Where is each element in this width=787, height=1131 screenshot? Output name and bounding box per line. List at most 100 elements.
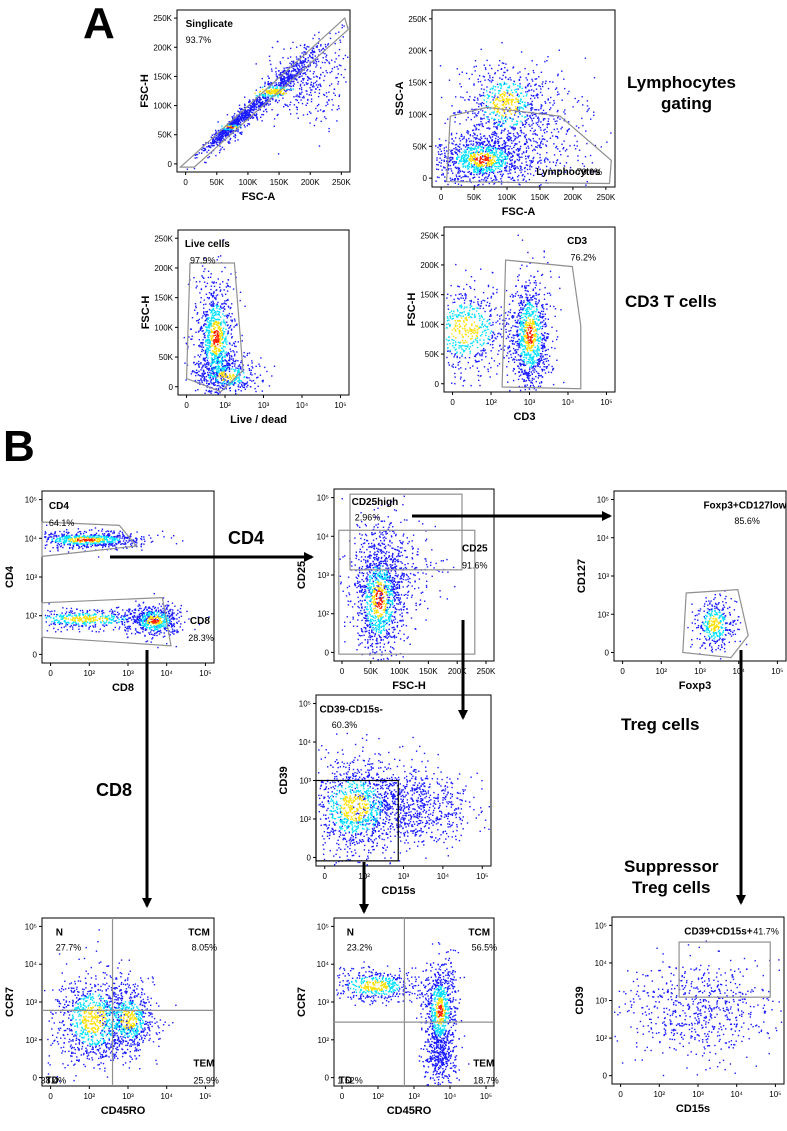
event-dot [251, 108, 253, 111]
event-dot [237, 380, 239, 382]
event-dot [217, 382, 219, 384]
event-dot [473, 148, 476, 151]
event-dot [475, 166, 478, 168]
event-dot [223, 129, 226, 131]
event-dot [261, 103, 263, 105]
event-dot [320, 49, 323, 51]
y-axis-label: FSC-H [139, 74, 151, 108]
event-dot [521, 124, 524, 126]
event-dot [486, 94, 489, 96]
event-dot [469, 180, 471, 182]
event-dot [546, 140, 548, 142]
event-dot [315, 84, 318, 86]
event-dot [235, 126, 237, 128]
event-dot [224, 324, 227, 326]
event-dot [485, 162, 487, 165]
event-dot [225, 286, 228, 288]
event-dot [238, 376, 240, 378]
event-dot [225, 388, 227, 390]
event-dot [529, 114, 531, 117]
event-dot [544, 161, 546, 163]
event-dot [222, 135, 225, 137]
event-dot [487, 154, 490, 156]
event-dot [289, 75, 291, 78]
event-dot [203, 380, 206, 382]
event-dot [267, 92, 269, 94]
event-dot [556, 120, 558, 122]
event-dot [455, 337, 457, 339]
event-dot [473, 108, 475, 111]
event-dot [319, 50, 321, 53]
event-dot [252, 116, 255, 119]
event-dot [201, 380, 203, 382]
event-dot [256, 95, 258, 97]
event-dot [503, 145, 506, 147]
event-dot [503, 130, 505, 132]
event-dot [588, 107, 590, 110]
event-dot [553, 118, 555, 120]
event-dot [216, 144, 219, 146]
event-dot [283, 84, 285, 86]
event-dot [234, 363, 236, 365]
event-dot [484, 153, 487, 156]
event-dot [454, 178, 456, 180]
event-dot [201, 348, 203, 351]
event-dot [215, 131, 218, 133]
event-dot [500, 137, 503, 139]
event-dot [219, 360, 221, 362]
event-dot [217, 305, 220, 307]
event-dot [508, 153, 511, 155]
event-dot [219, 356, 221, 358]
event-dot [207, 357, 209, 359]
event-dot [307, 98, 309, 101]
event-dot [488, 150, 490, 152]
event-dot [277, 93, 279, 96]
event-dot [500, 160, 503, 162]
event-dot [486, 157, 488, 159]
event-dot [485, 179, 488, 182]
event-dot [219, 381, 221, 384]
x-axis-label: Live / dead [230, 414, 287, 426]
event-dot [232, 117, 234, 119]
gate-outline [178, 17, 349, 168]
event-dot [478, 144, 480, 146]
event-dot [320, 120, 322, 123]
event-dot [503, 142, 505, 145]
event-dot [532, 133, 534, 135]
event-dot [304, 61, 306, 63]
event-dot [267, 104, 270, 106]
event-dot [498, 120, 500, 123]
event-dot [525, 106, 527, 108]
event-dot [202, 357, 205, 359]
event-dot [281, 82, 283, 84]
event-dot [473, 83, 475, 85]
event-dot [242, 117, 245, 119]
event-dot [217, 365, 220, 367]
event-dot [483, 64, 485, 66]
event-dot [472, 166, 475, 168]
event-dot [203, 307, 205, 309]
event-dot [235, 345, 237, 348]
event-dot [479, 138, 481, 141]
event-dot [269, 95, 272, 97]
event-dot [537, 97, 539, 99]
event-dot [491, 117, 493, 120]
event-dot [517, 88, 519, 90]
event-dot [324, 61, 326, 64]
event-dot [472, 135, 474, 137]
event-dot [310, 94, 312, 96]
event-dot [303, 77, 305, 80]
event-dot [301, 65, 303, 67]
event-dot [495, 114, 497, 116]
event-dot [282, 89, 284, 91]
event-dot [232, 342, 235, 344]
event-dot [220, 347, 223, 349]
event-dot [483, 179, 485, 181]
event-dot [515, 120, 518, 122]
event-dot [296, 63, 298, 65]
event-dot [472, 143, 475, 145]
event-dot [230, 130, 232, 132]
event-dot [494, 176, 497, 178]
event-dot [297, 117, 299, 119]
event-dot [476, 169, 479, 171]
